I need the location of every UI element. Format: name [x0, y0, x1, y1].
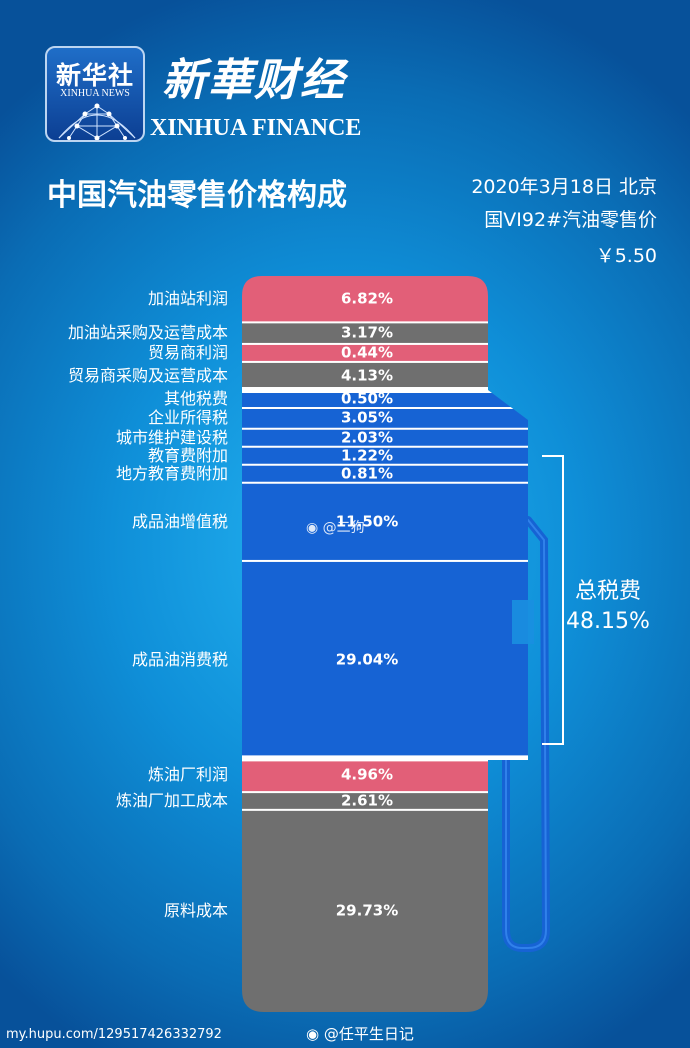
- segment-bar-5: [242, 390, 528, 409]
- retail-price: ￥5.50: [595, 245, 657, 267]
- segment-divider-11: [242, 559, 528, 562]
- segment-label-7: 城市维护建设税: [115, 427, 228, 447]
- segment-bar-10: [242, 482, 528, 561]
- segment-bar-11: [242, 560, 528, 759]
- segment-bar-14: [242, 809, 528, 1012]
- segment-bar-3: [242, 343, 528, 362]
- source-handle: ◉ @任平生日记: [306, 1023, 414, 1044]
- segment-label-8: 教育费附加: [147, 445, 228, 465]
- brand-chinese: 新華财经: [162, 55, 346, 106]
- segment-bar-13: [242, 792, 528, 810]
- xinhua-news-logo: 新华社 XINHUA NEWS: [45, 46, 145, 142]
- segment-value-1: 6.82%: [340, 289, 394, 308]
- segment-value-4: 4.13%: [340, 366, 394, 385]
- segment-label-2: 加油站采购及运营成本: [67, 323, 228, 343]
- weibo-watermark: ◉ @二狗: [306, 517, 365, 537]
- segment-bar-9: [242, 464, 528, 483]
- segment-bar-4: [242, 361, 528, 391]
- segment-value-2: 3.17%: [340, 323, 394, 342]
- brand-english: XINHUA FINANCE: [150, 115, 362, 141]
- segment-value-9: 0.81%: [340, 464, 394, 483]
- segment-label-4: 贸易商采购及运营成本: [67, 365, 228, 385]
- segment-divider-14: [242, 808, 528, 811]
- segment-label-14: 原料成本: [163, 900, 228, 920]
- segment-value-13: 2.61%: [340, 791, 394, 810]
- segment-value-10: 11.50%: [335, 512, 399, 531]
- segment-bar-12: [242, 758, 528, 793]
- globe-network-icon: [58, 103, 136, 140]
- fuel-grade: 国VI92#汽油零售价: [484, 209, 657, 231]
- segment-divider-12: [242, 755, 528, 762]
- segment-divider-3: [242, 342, 528, 345]
- segment-value-14: 29.73%: [335, 901, 399, 920]
- segment-label-9: 地方教育费附加: [115, 463, 228, 483]
- segment-value-6: 3.05%: [340, 408, 394, 427]
- segment-label-6: 企业所得税: [147, 408, 228, 428]
- segment-divider-6: [242, 407, 528, 410]
- segment-value-3: 0.44%: [340, 343, 394, 362]
- segment-divider-5: [242, 387, 528, 394]
- segment-bar-2: [242, 322, 528, 344]
- total-tax-label: 总税费 48.15%: [566, 577, 650, 636]
- segment-divider-2: [242, 321, 528, 324]
- segment-bar-8: [242, 446, 528, 465]
- segment-value-8: 1.22%: [340, 446, 394, 465]
- segment-divider-9: [242, 463, 528, 466]
- weibo-icon: ◉: [306, 520, 323, 536]
- segment-divider-13: [242, 791, 528, 794]
- segment-label-10: 成品油增值税: [131, 511, 228, 531]
- tax-bracket: [542, 455, 564, 745]
- page-title: 中国汽油零售价格构成: [47, 178, 347, 213]
- segment-divider-7: [242, 427, 528, 430]
- segment-bar-6: [242, 408, 528, 429]
- segment-bar-7: [242, 428, 528, 447]
- segment-bar-1: [242, 276, 528, 323]
- nozzle-notch: [512, 600, 534, 644]
- segment-label-11: 成品油消费税: [131, 649, 228, 669]
- segment-divider-4: [242, 360, 528, 363]
- segment-value-7: 2.03%: [340, 428, 394, 447]
- watermark-text: @二狗: [322, 520, 365, 536]
- segment-value-5: 0.50%: [340, 389, 394, 408]
- segment-label-12: 炼油厂利润: [147, 765, 228, 785]
- segment-divider-10: [242, 481, 528, 484]
- source-url: my.hupu.com/129517426332792: [6, 1027, 222, 1042]
- segment-divider-8: [242, 445, 528, 448]
- total-tax-title: 总税费: [574, 579, 641, 604]
- segment-label-13: 炼油厂加工成本: [115, 790, 228, 810]
- source-handle-text: @任平生日记: [323, 1025, 414, 1043]
- total-tax-value: 48.15%: [566, 608, 650, 634]
- segment-value-12: 4.96%: [340, 765, 394, 784]
- segment-label-5: 其他税费: [163, 389, 228, 408]
- logo-small-text: XINHUA NEWS: [60, 88, 130, 99]
- segment-label-1: 加油站利润: [147, 289, 228, 309]
- logo-big-text: 新华社: [55, 61, 134, 90]
- date-location: 2020年3月18日 北京: [471, 176, 657, 198]
- segment-label-3: 贸易商利润: [147, 342, 228, 362]
- weibo-icon: ◉: [306, 1025, 324, 1043]
- segment-value-11: 29.04%: [335, 650, 399, 669]
